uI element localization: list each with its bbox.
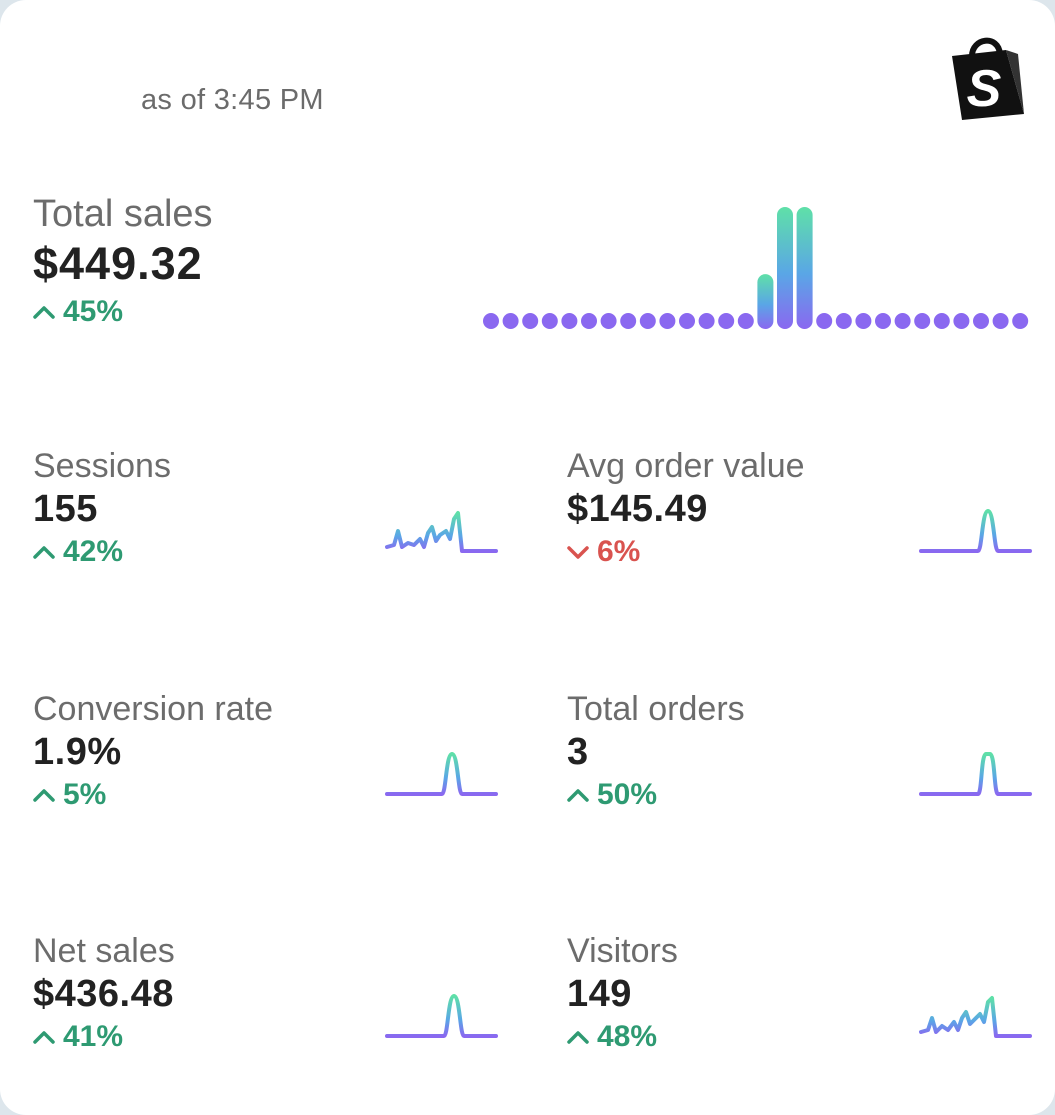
sales-bar-empty — [816, 313, 833, 329]
net-sales-sparkline — [385, 994, 498, 1038]
chevron-up-icon — [33, 306, 55, 319]
avg-order-value-change-value: 6% — [597, 535, 641, 568]
sales-bar-empty — [698, 313, 715, 329]
sales-bar-empty — [541, 313, 558, 329]
conversion-rate-label: Conversion rate — [33, 690, 274, 728]
net-sales-label: Net sales — [33, 932, 175, 970]
svg-text:S: S — [967, 60, 1002, 118]
sales-bar-empty — [620, 313, 637, 329]
chevron-up-icon — [33, 546, 55, 559]
sales-bar — [777, 207, 793, 329]
sales-bar-empty — [835, 313, 852, 329]
visitors-value: 149 — [567, 973, 632, 1015]
conversion-rate-metric: Conversion rate 1.9% 5% — [33, 689, 273, 815]
sales-bar-empty — [973, 313, 989, 329]
sales-bar-empty — [875, 313, 891, 329]
total-orders-change: 50% — [567, 775, 745, 815]
chevron-up-icon — [567, 789, 589, 802]
sales-bar-empty — [502, 313, 519, 329]
conversion-rate-change-value: 5% — [63, 778, 107, 811]
sales-bar-empty — [679, 313, 695, 329]
avg-order-value-change: 6% — [567, 532, 805, 572]
sales-bar-empty — [561, 313, 578, 329]
chevron-up-icon — [33, 1031, 55, 1044]
chevron-down-icon — [567, 546, 589, 559]
avg-order-value-sparkline — [919, 509, 1032, 553]
total-orders-label: Total orders — [567, 690, 745, 728]
sales-bar-empty — [581, 313, 597, 329]
total-sales-metric: Total sales $449.32 45% — [33, 192, 213, 332]
sales-bar-empty — [953, 313, 970, 329]
visitors-change: 48% — [567, 1017, 678, 1057]
sessions-change: 42% — [33, 532, 171, 572]
sessions-metric: Sessions 155 42% — [33, 446, 171, 572]
sales-bar — [757, 274, 774, 329]
as-of-timestamp: as of 3:45 PM — [141, 84, 324, 116]
conversion-rate-sparkline — [385, 752, 498, 796]
sales-bar-empty — [639, 313, 656, 329]
visitors-metric: Visitors 149 48% — [567, 931, 678, 1057]
sales-bar-empty — [1012, 313, 1029, 329]
total-orders-sparkline — [919, 752, 1032, 796]
total-sales-value: $449.32 — [33, 238, 203, 289]
avg-order-value-value: $145.49 — [567, 488, 708, 530]
sessions-label: Sessions — [33, 447, 171, 485]
sales-bar-empty — [992, 313, 1009, 329]
visitors-label: Visitors — [567, 932, 678, 970]
sales-bar-empty — [933, 313, 950, 329]
sales-bar-empty — [914, 313, 931, 329]
net-sales-value: $436.48 — [33, 973, 174, 1015]
total-orders-change-value: 50% — [597, 778, 658, 811]
chevron-up-icon — [33, 789, 55, 802]
sales-bar-empty — [659, 313, 676, 329]
sales-bar-empty — [894, 313, 911, 329]
total-orders-metric: Total orders 3 50% — [567, 689, 745, 815]
net-sales-metric: Net sales $436.48 41% — [33, 931, 175, 1057]
sales-bar-empty — [522, 313, 539, 329]
sales-bar-empty — [855, 313, 872, 329]
avg-order-value-label: Avg order value — [567, 447, 805, 485]
visitors-sparkline — [919, 996, 1032, 1038]
sales-bar-empty — [600, 313, 617, 329]
chevron-up-icon — [567, 1031, 589, 1044]
sessions-sparkline — [385, 511, 498, 553]
sales-bar-empty — [718, 313, 735, 329]
sales-bar-empty — [483, 313, 499, 329]
sessions-value: 155 — [33, 488, 98, 530]
net-sales-change-value: 41% — [63, 1020, 124, 1053]
visitors-change-value: 48% — [597, 1020, 658, 1053]
total-sales-bar-chart — [483, 207, 1029, 329]
total-sales-change: 45% — [33, 292, 213, 332]
total-sales-change-value: 45% — [63, 295, 124, 328]
sales-bar — [796, 207, 813, 329]
net-sales-change: 41% — [33, 1017, 175, 1057]
conversion-rate-value: 1.9% — [33, 731, 122, 773]
conversion-rate-change: 5% — [33, 775, 273, 815]
shopify-bag-icon: S — [952, 37, 1024, 120]
avg-order-value-metric: Avg order value $145.49 6% — [567, 446, 805, 572]
sessions-change-value: 42% — [63, 535, 124, 568]
total-orders-value: 3 — [567, 731, 589, 773]
total-sales-label: Total sales — [33, 193, 213, 235]
sales-bar-empty — [737, 313, 754, 329]
